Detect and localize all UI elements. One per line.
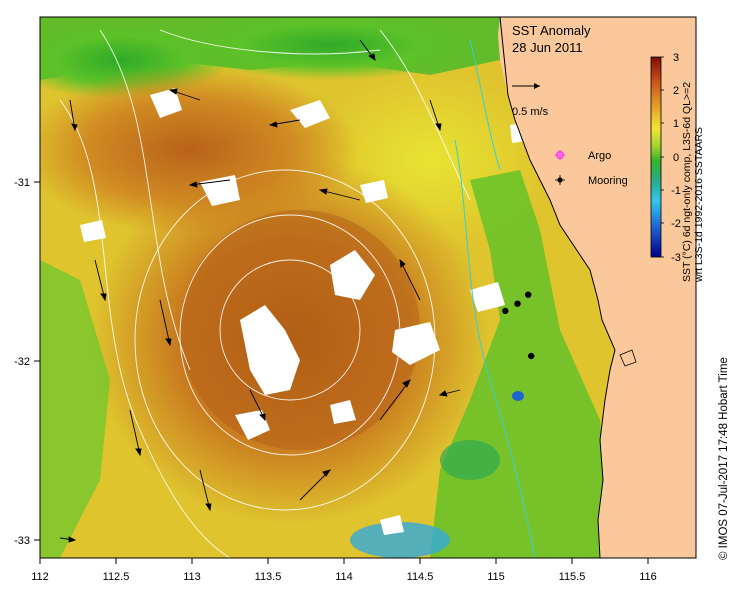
mooring-marker[interactable] xyxy=(502,307,509,315)
x-tick-label: 114.5 xyxy=(407,571,434,583)
x-tick-label: 115.5 xyxy=(559,571,586,583)
marker-legend: Argo Mooring xyxy=(555,150,628,187)
bathymetry-contours xyxy=(454,39,536,558)
colorbar-label-line2: wrt L3S-1d 1992-2016 SSTAARS xyxy=(693,127,705,283)
x-tick-label: 116 xyxy=(639,571,657,583)
y-axis-labels: -31 -32 -33 xyxy=(14,177,30,547)
x-tick-label: 115 xyxy=(487,571,505,583)
x-tick-label: 113.5 xyxy=(255,571,282,583)
colorbar-label-line1: SST (°C) 6d ngt-only comp, L3S-6d QL>=2 xyxy=(681,82,693,282)
sst-cold-patch xyxy=(350,522,450,558)
colorbar-tick: -1 xyxy=(671,185,681,197)
coastline xyxy=(499,17,616,558)
plot-frame xyxy=(39,16,697,559)
sea-level-contours xyxy=(59,29,471,558)
x-tick-label: 114 xyxy=(335,571,353,583)
colorbar-tick: -3 xyxy=(671,252,681,264)
imos-credit: © IMOS 07-Jul-2017 17:48 Hobart Time xyxy=(718,357,730,560)
y-tick-label: -33 xyxy=(14,535,30,547)
colorbar-gradient xyxy=(650,56,662,258)
x-tick-label: 112 xyxy=(31,571,49,583)
axis-ticks xyxy=(34,181,649,564)
sst-cold-spot xyxy=(512,391,524,401)
sst-cold-patch xyxy=(440,440,500,480)
x-tick-label: 112.5 xyxy=(103,571,130,583)
estuary xyxy=(619,349,637,367)
colorbar: 3 2 1 0 -1 -2 -3 SST (°C) 6d ngt-only co… xyxy=(650,52,705,283)
land-western-australia xyxy=(498,17,696,558)
sst-west-cool-strip xyxy=(40,260,110,558)
current-vectors xyxy=(59,39,461,543)
colorbar-tick: 3 xyxy=(673,52,679,64)
mooring-marker[interactable] xyxy=(514,300,521,307)
scale-arrow-label: 0.5 m/s xyxy=(512,106,549,118)
colorbar-tick: 1 xyxy=(673,118,679,130)
map-title: SST Anomaly xyxy=(512,23,591,38)
mooring-markers xyxy=(502,291,535,360)
sst-cool-patch xyxy=(180,17,480,80)
y-tick-label: -32 xyxy=(14,356,30,368)
x-axis-labels: 112 112.5 113 113.5 114 114.5 115 115.5 … xyxy=(31,571,657,583)
argo-legend-label: Argo xyxy=(588,150,611,162)
velocity-scale: 0.5 m/s xyxy=(512,83,549,118)
colorbar-tick: 0 xyxy=(673,152,679,164)
mooring-legend-icon xyxy=(555,175,565,185)
map-plot-area[interactable] xyxy=(10,10,696,558)
x-tick-label: 113 xyxy=(183,571,201,583)
map-date: 28 Jun 2011 xyxy=(512,40,583,55)
mooring-legend-label: Mooring xyxy=(588,175,628,187)
y-tick-label: -31 xyxy=(14,177,30,189)
scale-arrowhead-icon xyxy=(534,83,540,89)
colorbar-tick: 2 xyxy=(673,85,679,97)
argo-legend-icon xyxy=(555,150,565,160)
colorbar-tick: -2 xyxy=(671,218,681,230)
mooring-marker[interactable] xyxy=(525,291,532,298)
mooring-marker[interactable] xyxy=(528,352,535,360)
